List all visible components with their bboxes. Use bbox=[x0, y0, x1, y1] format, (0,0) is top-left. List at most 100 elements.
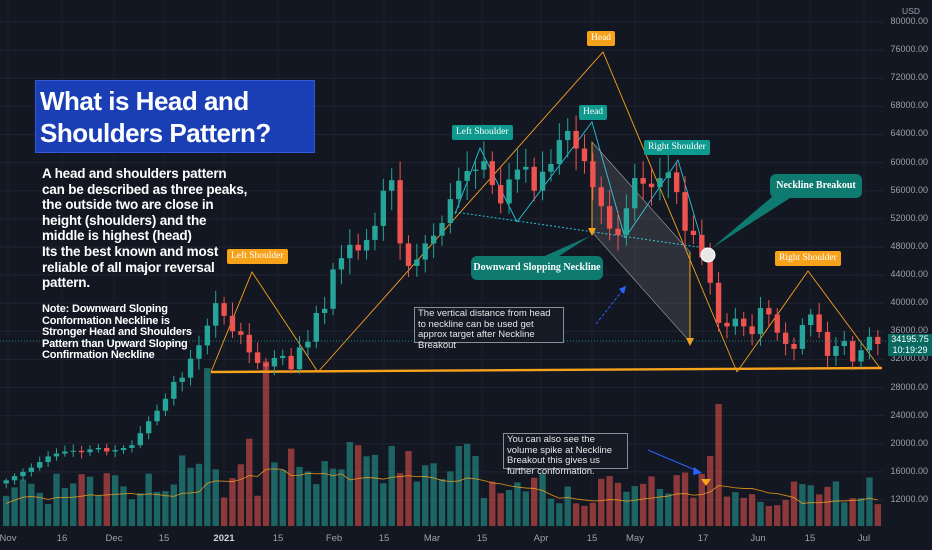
candle-body bbox=[799, 324, 806, 349]
volume-bar bbox=[765, 505, 773, 526]
volume-bar bbox=[857, 498, 865, 526]
candle-body bbox=[648, 183, 655, 188]
candle-body bbox=[11, 476, 18, 481]
time-tick-label: 15 bbox=[272, 533, 284, 544]
candle-body bbox=[187, 358, 194, 378]
candle-body bbox=[841, 341, 847, 347]
candle-body bbox=[221, 303, 227, 316]
volume-bar bbox=[111, 475, 119, 526]
title-box: What is Head and Shoulders Pattern? bbox=[35, 80, 315, 153]
volume-bar bbox=[279, 469, 286, 526]
volume-bar bbox=[212, 469, 219, 526]
volume-bar bbox=[153, 491, 161, 526]
candle-body bbox=[62, 451, 68, 454]
candle-body bbox=[506, 179, 512, 204]
big-head-lines bbox=[317, 51, 738, 373]
candle-body bbox=[581, 148, 588, 162]
candle-body bbox=[372, 225, 378, 240]
volume-bar bbox=[422, 465, 429, 526]
price-tick-label: 68000.00 bbox=[890, 100, 928, 111]
candle-body bbox=[145, 421, 152, 434]
candle-body bbox=[573, 130, 579, 149]
price-tick-label: 16000.00 bbox=[890, 465, 928, 476]
candle-body bbox=[112, 450, 118, 452]
tag-head-large: Head bbox=[587, 31, 616, 46]
candle-body bbox=[305, 341, 311, 348]
candle-body bbox=[682, 192, 688, 231]
volume-bar bbox=[36, 492, 43, 526]
volume-bar bbox=[480, 498, 488, 526]
candle-body bbox=[296, 347, 303, 370]
price-tick-label: 60000.00 bbox=[890, 156, 928, 167]
price-tick-label: 36000.00 bbox=[890, 325, 928, 336]
volume-bar bbox=[70, 483, 77, 526]
time-tick-label: Dec bbox=[105, 533, 123, 544]
volume-bar bbox=[313, 484, 320, 526]
candle-body bbox=[866, 336, 873, 351]
candle-body bbox=[523, 166, 529, 170]
candle-body bbox=[673, 172, 680, 193]
time-tick-label: Feb bbox=[325, 533, 343, 544]
volume-bar bbox=[162, 491, 169, 526]
last-price-tag: 34195.75 10:19:29 bbox=[888, 334, 932, 356]
volume-moving-average bbox=[6, 468, 878, 504]
small-right-shoulder-lines bbox=[624, 158, 706, 253]
tag-left-shoulder-small: Left Shoulder bbox=[452, 125, 513, 140]
volume-bar bbox=[220, 497, 228, 526]
volume-bar bbox=[355, 445, 362, 526]
candle-body bbox=[766, 308, 772, 315]
volume-bar bbox=[581, 505, 588, 526]
volume-bar bbox=[774, 505, 781, 526]
volume-bar bbox=[505, 490, 513, 526]
page-title: What is Head and Shoulders Pattern? bbox=[40, 86, 271, 148]
volume-pointer-arrow bbox=[647, 449, 701, 473]
pattern-drawings bbox=[210, 51, 883, 374]
price-tick-label: 76000.00 bbox=[890, 44, 928, 55]
volume-bar bbox=[304, 471, 312, 526]
volume-bar bbox=[346, 442, 353, 526]
volume-bar bbox=[715, 404, 722, 526]
candle-body bbox=[162, 398, 169, 411]
candle-body bbox=[330, 269, 336, 309]
currency-label: USD bbox=[902, 6, 920, 16]
small-neckline bbox=[454, 211, 713, 250]
bar-countdown: 10:19:29 bbox=[892, 345, 928, 355]
time-tick-label: Jun bbox=[750, 533, 766, 544]
time-tick-label: Mar bbox=[423, 533, 441, 544]
volume-bar bbox=[103, 473, 110, 526]
tag-right-shoulder-large: Right Shoulder bbox=[775, 251, 841, 266]
volume-bar bbox=[497, 493, 504, 526]
volume-bar bbox=[145, 473, 152, 526]
candle-body bbox=[615, 228, 621, 235]
volume-bar bbox=[137, 493, 144, 526]
candle-body bbox=[120, 447, 127, 451]
candle-body bbox=[179, 377, 185, 382]
volume-pointer-head bbox=[693, 467, 702, 475]
volume-bar bbox=[430, 463, 437, 526]
volume-bar bbox=[204, 368, 211, 526]
volume-bar bbox=[321, 461, 328, 526]
volume-bar bbox=[698, 473, 705, 526]
volume-bar bbox=[254, 495, 261, 526]
volume-bar bbox=[388, 445, 395, 526]
volume-bar bbox=[824, 486, 831, 526]
candle-body bbox=[590, 161, 596, 188]
candle-body bbox=[70, 450, 76, 452]
price-tick-label: 72000.00 bbox=[890, 72, 928, 83]
candle-body bbox=[514, 169, 521, 180]
volume-bar bbox=[681, 472, 689, 526]
volume-bar bbox=[463, 443, 471, 526]
candles bbox=[3, 115, 881, 489]
price-tick-label: 80000.00 bbox=[890, 16, 928, 26]
time-tick-label: Nov bbox=[0, 533, 17, 544]
candle-body bbox=[355, 244, 361, 251]
time-tick-label: 15 bbox=[476, 533, 488, 544]
volume-bar bbox=[782, 499, 789, 526]
candle-body bbox=[875, 336, 881, 344]
volume-bar bbox=[53, 473, 60, 526]
volume-bar bbox=[556, 503, 563, 526]
price-tick-label: 32000.00 bbox=[890, 353, 928, 364]
volume-bar bbox=[405, 451, 412, 526]
